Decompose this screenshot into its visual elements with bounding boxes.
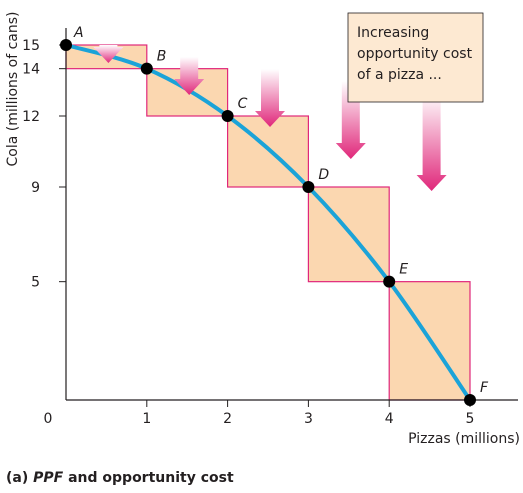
ppf-point-f <box>464 394 476 406</box>
x-tick-label: 3 <box>304 411 313 427</box>
opportunity-cost-arrow <box>255 69 285 127</box>
point-label-f: F <box>480 380 489 396</box>
point-label-d: D <box>318 167 329 183</box>
x-tick-label: 2 <box>223 411 232 427</box>
point-label-a: A <box>73 25 84 41</box>
origin-label: 0 <box>44 411 53 427</box>
ppf-point-d <box>302 181 315 193</box>
figure-caption: (a) PPF and opportunity cost <box>6 470 234 486</box>
y-tick-label: 5 <box>31 275 40 291</box>
caption-prefix: (a) <box>6 470 34 486</box>
opportunity-cost-arrow <box>93 45 124 63</box>
annotation-line: opportunity cost <box>357 46 473 62</box>
point-label-e: E <box>399 262 408 278</box>
ppf-point-b <box>140 62 153 75</box>
y-tick-label: 12 <box>22 109 40 125</box>
ppf-point-e <box>383 275 396 288</box>
x-axis-title: Pizzas (millions) <box>408 431 520 447</box>
annotation-line: of a pizza ... <box>357 67 442 83</box>
opportunity-cost-arrow <box>174 57 205 95</box>
y-tick-label: 9 <box>31 180 40 196</box>
annotation-box <box>347 12 484 103</box>
y-tick-label: 15 <box>22 38 40 54</box>
annotation-note: Increasing opportunity cost of a pizza ... <box>347 12 484 103</box>
point-label-c: C <box>238 96 248 112</box>
caption-italic: PPF <box>33 470 64 486</box>
y-axis-title: Cola (millions of cans) <box>5 12 21 167</box>
annotation-line: Increasing <box>357 25 429 41</box>
ppf-point-a <box>60 39 72 51</box>
x-tick-label: 5 <box>466 411 475 427</box>
y-tick-label: 14 <box>22 62 40 78</box>
axis-titles: Pizzas (millions) Cola (millions of cans) <box>5 12 520 447</box>
opportunity-cost-arrow <box>416 93 447 191</box>
x-tick-label: 4 <box>385 411 394 427</box>
axes <box>59 28 518 407</box>
caption-suffix: and opportunity cost <box>63 470 234 486</box>
point-label-b: B <box>157 49 167 65</box>
ppf-point-c <box>221 110 234 122</box>
ppf-points: A B C D E F <box>60 25 489 406</box>
x-tick-label: 1 <box>142 411 151 427</box>
